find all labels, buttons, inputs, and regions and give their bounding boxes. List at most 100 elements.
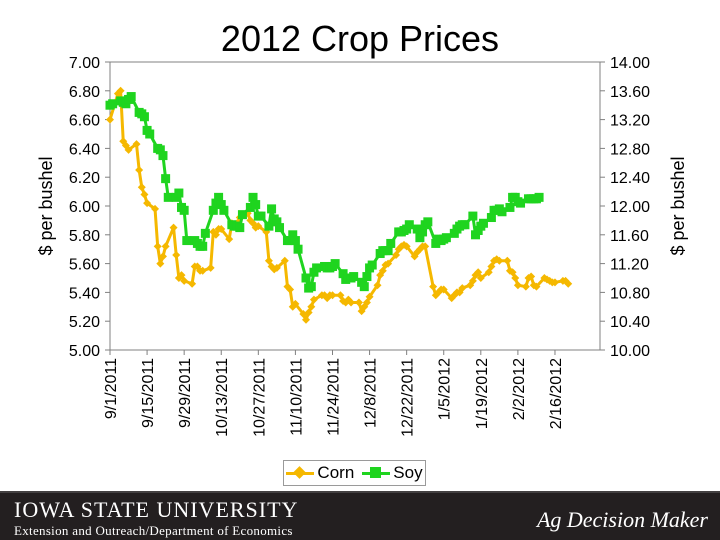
corn-point [511,274,520,282]
soy-point [139,112,149,122]
corn-point [188,279,197,288]
soy-point [330,259,340,269]
x-tick-label: 9/1/2011 [103,358,120,419]
corn-point [373,281,382,290]
left-y-tick-label: 5.20 [69,314,100,331]
right-y-tick-label: 13.60 [610,84,650,101]
left-y-tick-label: 6.40 [69,141,100,158]
corn-point [169,223,178,232]
soy-point [386,238,396,248]
corn-point [527,272,536,281]
soy-point [478,218,488,228]
x-tick-label: 9/15/2011 [140,358,157,428]
corn-point [347,298,356,307]
corn-point [495,256,504,265]
left-y-tick-label: 6.00 [69,199,100,216]
x-tick-label: 9/29/2011 [177,358,194,428]
x-tick-label: 10/27/2011 [251,358,268,437]
legend-item-corn: Corn [286,463,354,483]
corn-point [354,298,363,307]
soy-point [293,244,303,254]
university-wordmark: IOWA STATE UNIVERSITY [14,497,299,522]
corn-point [550,278,559,287]
brand-wordmark: Ag Decision Maker [536,507,708,532]
soy-point [486,213,496,223]
corn-point [362,298,371,307]
soy-point [412,224,422,234]
soy-point [256,211,266,221]
corn-point [503,256,512,265]
soy-point [460,220,470,230]
corn-point [384,259,393,268]
corn-point [172,250,181,259]
soy-point [349,272,359,282]
right-y-tick-label: 11.20 [610,257,649,274]
right-y-tick-label: 10.40 [610,314,650,331]
corn-point [365,292,374,301]
soy-point [245,202,255,212]
soy-point [505,202,515,212]
soy-point [235,223,245,233]
soy-point [404,220,414,230]
left-y-tick-label: 5.00 [69,343,100,360]
soy-point [468,211,478,221]
corn-point [484,268,493,277]
corn-point [137,183,146,192]
soy-point [290,236,300,246]
soy-point [216,200,226,210]
corn-point [392,250,401,259]
corn-point [132,140,141,149]
soy-point [214,192,224,202]
left-y-tick-label: 7.00 [69,55,100,72]
right-y-tick-label: 12.80 [610,141,650,158]
soy-point [383,246,393,256]
left-y-tick-label: 6.20 [69,170,100,187]
x-tick-label: 1/19/2012 [474,358,491,429]
right-y-tick-label: 14.00 [610,55,650,72]
left-y-tick-label: 6.60 [69,113,100,130]
corn-point [328,291,337,300]
corn-point [124,145,133,154]
x-tick-label: 11/10/2011 [288,358,305,436]
soy-point [251,200,261,210]
soy-point [306,282,316,292]
soy-point [534,192,544,202]
corn-point [158,252,167,261]
soy-point [155,145,165,155]
x-tick-label: 11/24/2011 [325,358,342,436]
soy-point [198,241,208,251]
x-tick-label: 2/16/2012 [548,358,565,429]
corn-point [378,266,387,275]
soy-point [267,204,277,214]
corn-point [198,266,207,275]
footer-bar: IOWA STATE UNIVERSITY Extension and Outr… [0,491,720,540]
footer-rule [0,491,720,493]
x-tick-label: 10/13/2011 [214,358,231,437]
corn-point [513,281,522,290]
soy-point [126,92,136,102]
right-y-tick-label: 12.00 [610,199,650,216]
soy-point [415,233,425,243]
corn-point [302,315,310,324]
soy-point [145,129,155,139]
corn-point [225,235,234,244]
left-y-tick-label: 5.60 [69,257,100,274]
legend-swatch-corn [286,466,315,480]
corn-point [180,276,189,285]
soy-point [362,272,372,282]
corn-point [161,242,170,251]
left-y-axis-title: $ per bushel [36,156,56,255]
soy-point [161,174,171,184]
soy-line [109,95,540,290]
right-y-tick-label: 10.80 [610,285,650,302]
corn-point [474,268,483,277]
x-tick-label: 1/5/2012 [437,358,454,420]
left-y-tick-label: 5.80 [69,228,100,245]
corn-point [421,242,430,251]
soy-point [272,217,282,227]
corn-point [264,256,273,265]
corn-point [156,259,165,268]
soy-point [211,198,221,208]
right-y-tick-label: 13.20 [610,113,650,130]
crop-price-chart: 7.00 6.80 6.60 6.40 6.20 6.00 5.80 5.60 5.40 5.20… [36,55,688,437]
